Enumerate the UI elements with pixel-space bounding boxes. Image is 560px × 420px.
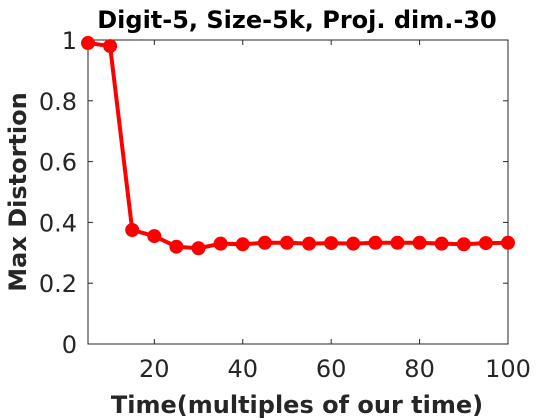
data-point <box>501 235 515 250</box>
data-point <box>235 237 250 252</box>
data-point <box>279 235 294 250</box>
x-tick-label: 20 <box>139 355 170 383</box>
data-point <box>456 237 471 252</box>
x-tick-label: 60 <box>316 355 347 383</box>
data-point <box>81 36 95 51</box>
data-point <box>368 235 383 250</box>
data-point <box>302 236 317 251</box>
data-point <box>257 235 272 250</box>
x-axis: 20 40 60 80 100 <box>139 40 531 383</box>
data-point <box>191 241 206 256</box>
data-point <box>434 236 449 251</box>
y-tick-label: 1 <box>62 27 77 55</box>
y-axis: 0 0.2 0.4 0.6 0.8 1 <box>39 27 508 359</box>
data-point <box>346 236 361 251</box>
data-point <box>125 223 140 237</box>
x-tick-label: 80 <box>404 355 435 383</box>
plot-area <box>87 39 509 345</box>
data-point <box>412 235 427 250</box>
data-point <box>147 229 162 244</box>
data-point <box>324 236 339 251</box>
y-axis-label: Max Distortion <box>4 92 32 291</box>
x-axis-label: Time(multiples of our time) <box>111 391 483 419</box>
data-point <box>103 39 118 54</box>
data-point <box>169 239 184 254</box>
chart-title: Digit-5, Size-5k, Proj. dim.-30 <box>97 6 497 34</box>
series-layer <box>81 36 515 256</box>
data-point <box>213 236 228 251</box>
series-line <box>87 41 509 251</box>
x-tick-label: 100 <box>485 355 531 383</box>
y-tick-label: 0.2 <box>39 270 77 298</box>
y-tick-label: 0 <box>62 331 77 359</box>
data-point <box>478 236 493 251</box>
x-tick-label: 40 <box>227 355 258 383</box>
data-point <box>390 235 405 250</box>
y-tick-label: 0.8 <box>39 88 77 116</box>
y-tick-label: 0.4 <box>39 209 77 237</box>
y-tick-label: 0.6 <box>39 149 77 177</box>
